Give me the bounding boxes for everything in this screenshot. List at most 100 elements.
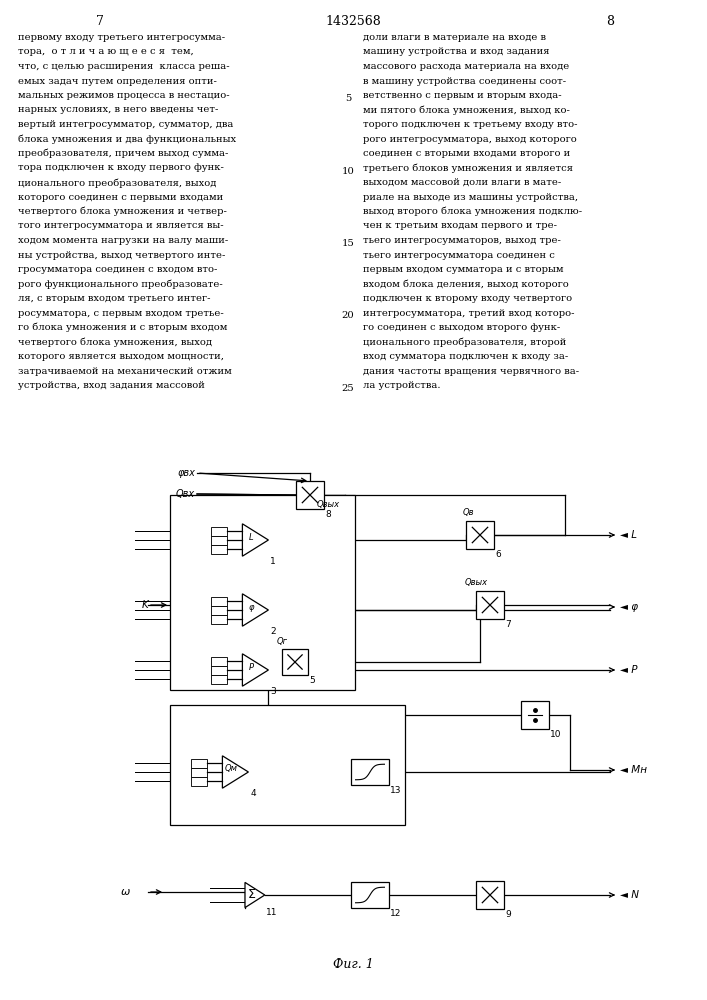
Text: ω: ω xyxy=(121,887,130,897)
Polygon shape xyxy=(243,654,269,686)
Text: преобразователя, причем выход сумма-: преобразователя, причем выход сумма- xyxy=(18,149,228,158)
Text: ◄ Mн: ◄ Mн xyxy=(620,765,647,775)
Text: что, с целью расширения  класса реша-: что, с целью расширения класса реша- xyxy=(18,62,230,71)
Text: L: L xyxy=(249,532,254,542)
Text: 10: 10 xyxy=(550,730,561,739)
Text: ционального преобразователя, второй: ционального преобразователя, второй xyxy=(363,338,566,347)
Polygon shape xyxy=(245,882,265,908)
Text: тора подключен к входу первого функ-: тора подключен к входу первого функ- xyxy=(18,163,224,172)
Text: 8: 8 xyxy=(325,510,331,519)
Bar xyxy=(351,759,389,785)
Bar xyxy=(211,605,227,614)
Text: 1432568: 1432568 xyxy=(325,15,381,28)
Text: которого соединен с первыми входами: которого соединен с первыми входами xyxy=(18,192,223,202)
Text: 1: 1 xyxy=(270,557,276,566)
Text: ◄ P: ◄ P xyxy=(620,665,638,675)
Text: ля, с вторым входом третьего интег-: ля, с вторым входом третьего интег- xyxy=(18,294,211,303)
Text: третьего блоков умножения и является: третьего блоков умножения и является xyxy=(363,163,573,173)
Text: четвертого блока умножения, выход: четвертого блока умножения, выход xyxy=(18,338,212,347)
Text: четвертого блока умножения и четвер-: четвертого блока умножения и четвер- xyxy=(18,207,227,217)
Text: го блока умножения и с вторым входом: го блока умножения и с вторым входом xyxy=(18,323,228,332)
Text: входом блока деления, выход которого: входом блока деления, выход которого xyxy=(363,279,568,289)
Bar xyxy=(211,674,227,684)
Bar xyxy=(211,656,227,666)
Bar xyxy=(211,614,227,624)
Text: в машину устройства соединены соот-: в машину устройства соединены соот- xyxy=(363,77,566,86)
Text: выход второго блока умножения подклю-: выход второго блока умножения подклю- xyxy=(363,207,582,217)
Bar xyxy=(282,649,308,675)
Text: 3: 3 xyxy=(270,687,276,696)
Text: го соединен с выходом второго функ-: го соединен с выходом второго функ- xyxy=(363,323,560,332)
Text: подключен к второму входу четвертого: подключен к второму входу четвертого xyxy=(363,294,572,303)
Text: 20: 20 xyxy=(341,312,354,320)
Text: устройства, вход задания массовой: устройства, вход задания массовой xyxy=(18,381,205,390)
Text: затрачиваемой на механический отжим: затрачиваемой на механический отжим xyxy=(18,366,232,375)
Text: ми пятого блока умножения, выход ко-: ми пятого блока умножения, выход ко- xyxy=(363,105,570,115)
Text: 7: 7 xyxy=(96,15,104,28)
Text: массового расхода материала на входе: массового расхода материала на входе xyxy=(363,62,569,71)
Bar xyxy=(191,758,207,768)
Polygon shape xyxy=(243,594,269,626)
Bar xyxy=(476,591,504,619)
Text: нарных условиях, в него введены чет-: нарных условиях, в него введены чет- xyxy=(18,105,218,114)
Text: 12: 12 xyxy=(390,909,402,918)
Polygon shape xyxy=(243,524,269,556)
Text: ходом момента нагрузки на валу маши-: ходом момента нагрузки на валу маши- xyxy=(18,236,228,245)
Text: машину устройства и вход задания: машину устройства и вход задания xyxy=(363,47,549,56)
Text: ветственно с первым и вторым входа-: ветственно с первым и вторым входа- xyxy=(363,91,561,100)
Text: ла устройства.: ла устройства. xyxy=(363,381,440,390)
Text: 2: 2 xyxy=(270,627,276,636)
Text: Qв: Qв xyxy=(462,508,474,517)
Text: рого функционального преобразовате-: рого функционального преобразовате- xyxy=(18,279,223,289)
Text: ◄ φ: ◄ φ xyxy=(620,602,638,612)
Text: ны устройства, выход четвертого инте-: ны устройства, выход четвертого инте- xyxy=(18,250,226,259)
Bar xyxy=(191,776,207,786)
Text: тьего интегросумматора соединен с: тьего интегросумматора соединен с xyxy=(363,250,555,259)
Polygon shape xyxy=(223,756,248,788)
Text: 7: 7 xyxy=(505,620,510,629)
Text: 8: 8 xyxy=(606,15,614,28)
Text: емых задач путем определения опти-: емых задач путем определения опти- xyxy=(18,77,217,86)
Text: вертый интегросумматор, сумматор, два: вертый интегросумматор, сумматор, два xyxy=(18,120,233,129)
Bar xyxy=(170,495,355,690)
Text: которого является выходом мощности,: которого является выходом мощности, xyxy=(18,352,224,361)
Text: выходом массовой доли влаги в мате-: выходом массовой доли влаги в мате- xyxy=(363,178,561,187)
Bar xyxy=(521,701,549,729)
Bar xyxy=(211,536,227,544)
Text: 5: 5 xyxy=(309,676,315,685)
Bar xyxy=(296,481,324,509)
Text: доли влаги в материале на входе в: доли влаги в материале на входе в xyxy=(363,33,546,42)
Text: 6: 6 xyxy=(495,550,501,559)
Text: Qвых: Qвых xyxy=(464,578,488,587)
Text: Qвх: Qвх xyxy=(176,489,195,499)
Text: 13: 13 xyxy=(390,786,402,795)
Text: первым входом сумматора и с вторым: первым входом сумматора и с вторым xyxy=(363,265,563,274)
Text: P: P xyxy=(249,662,254,672)
Text: первому входу третьего интегросумма-: первому входу третьего интегросумма- xyxy=(18,33,225,42)
Text: ◄ L: ◄ L xyxy=(620,530,637,540)
Text: 15: 15 xyxy=(341,239,354,248)
Text: тьего интегросумматоров, выход тре-: тьего интегросумматоров, выход тре- xyxy=(363,236,561,245)
Text: Qм: Qм xyxy=(225,764,238,774)
Bar xyxy=(351,882,389,908)
Text: 11: 11 xyxy=(266,908,277,917)
Text: 4: 4 xyxy=(250,789,256,798)
Text: дания частоты вращения червячного ва-: дания частоты вращения червячного ва- xyxy=(363,366,579,375)
Bar xyxy=(211,666,227,674)
Text: Qг: Qг xyxy=(276,637,288,646)
Bar xyxy=(211,526,227,536)
Text: соединен с вторыми входами второго и: соединен с вторыми входами второго и xyxy=(363,149,571,158)
Text: рого интегросумматора, выход которого: рого интегросумматора, выход которого xyxy=(363,134,577,143)
Text: 25: 25 xyxy=(341,384,354,393)
Text: тора,  о т л и ч а ю щ е е с я  тем,: тора, о т л и ч а ю щ е е с я тем, xyxy=(18,47,194,56)
Text: вход сумматора подключен к входу за-: вход сумматора подключен к входу за- xyxy=(363,352,568,361)
Text: Фиг. 1: Фиг. 1 xyxy=(332,958,373,972)
Bar xyxy=(211,544,227,554)
Bar xyxy=(466,521,494,549)
Bar xyxy=(211,596,227,605)
Text: Σ: Σ xyxy=(247,888,255,902)
Text: чен к третьим входам первого и тре-: чен к третьим входам первого и тре- xyxy=(363,222,557,231)
Text: интегросумматора, третий вход которо-: интегросумматора, третий вход которо- xyxy=(363,308,575,318)
Text: ционального преобразователя, выход: ционального преобразователя, выход xyxy=(18,178,216,188)
Text: 9: 9 xyxy=(505,910,510,919)
